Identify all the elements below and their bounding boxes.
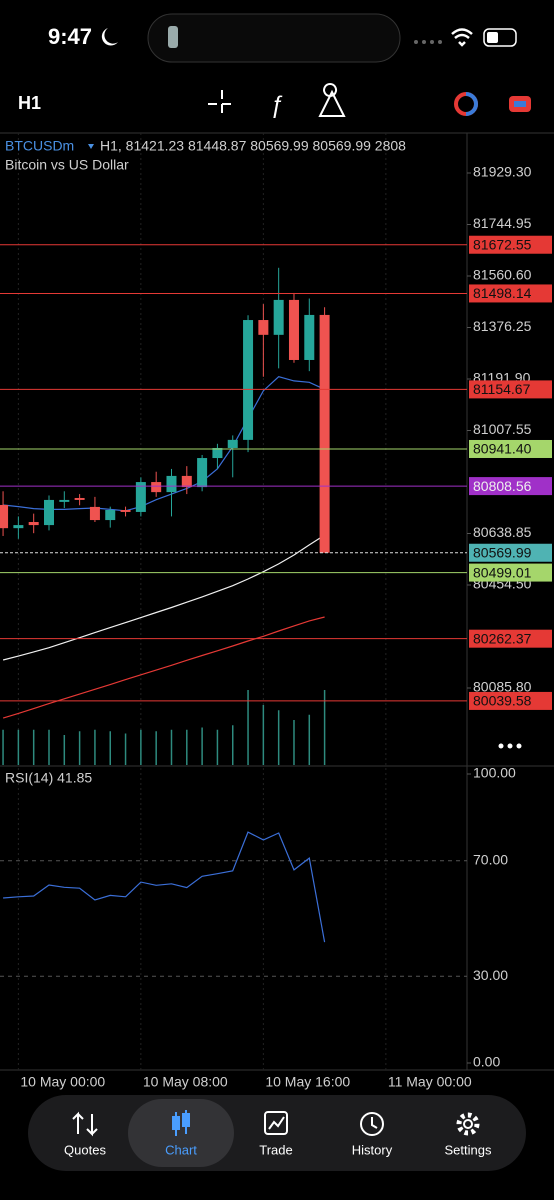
price-level-label: 80569.99 [473, 544, 532, 560]
tab-label[interactable]: History [352, 1142, 393, 1157]
x-tick-label: 10 May 08:00 [143, 1074, 228, 1090]
tab-label[interactable]: Trade [259, 1142, 292, 1157]
symbol-dropdown[interactable] [88, 144, 94, 149]
trade-tab-line [268, 1116, 285, 1130]
candle-body [59, 499, 70, 502]
battery-level [487, 32, 498, 43]
rsi-tick-label: 70.00 [473, 851, 508, 867]
trade-icon-half [465, 92, 478, 116]
y-tick-label: 81744.95 [473, 215, 532, 231]
y-tick-label: 81929.30 [473, 164, 532, 180]
candle-body [89, 506, 100, 521]
moon-icon [101, 28, 118, 46]
candle-body [135, 482, 146, 512]
price-level-tag [469, 284, 552, 303]
rsi-label: RSI(14) 41.85 [5, 770, 92, 786]
candle-body [151, 482, 162, 493]
candle-body [74, 497, 85, 500]
tab-label[interactable]: Quotes [64, 1142, 106, 1157]
candle-body [197, 458, 208, 488]
price-level-tag [469, 563, 552, 582]
rsi-tick-label: 100.00 [473, 765, 516, 781]
candle-body [120, 509, 131, 512]
rsi-tick-label: 0.00 [473, 1054, 500, 1070]
tab-label[interactable]: Chart [165, 1142, 197, 1157]
price-level-label: 80039.58 [473, 693, 532, 709]
more-button[interactable] [498, 743, 522, 749]
candle-body [105, 509, 116, 521]
x-tick-label: 10 May 00:00 [20, 1074, 105, 1090]
candle-body [212, 447, 223, 459]
candle-body [43, 499, 54, 526]
y-tick-label: 81376.25 [473, 318, 532, 334]
price-level-label: 80941.40 [473, 441, 532, 457]
timeframe[interactable]: H1 [18, 93, 41, 113]
candle-body [0, 504, 9, 529]
x-tick-label: 10 May 16:00 [265, 1074, 350, 1090]
settings-hub [463, 1119, 473, 1129]
wifi-icon [451, 28, 473, 47]
y-tick-label: 81007.55 [473, 421, 532, 437]
candle-body [181, 475, 192, 488]
price-level-label: 80808.56 [473, 478, 532, 494]
active-tab-bg [128, 1099, 234, 1167]
symbol[interactable]: BTCUSDm [5, 138, 74, 154]
oneclick-icon-inner [514, 101, 526, 107]
price-level-label: 81498.14 [473, 285, 532, 301]
tab-label[interactable]: Settings [445, 1142, 492, 1157]
trade-tab-icon [264, 1111, 288, 1135]
dynamic-island [147, 13, 401, 63]
candle-body [166, 475, 177, 493]
price-level-label: 81154.67 [473, 381, 531, 397]
tabs: Quotes Chart Trade History Settings [64, 1142, 492, 1157]
settings-icon [456, 1112, 480, 1136]
battery [483, 28, 517, 47]
rsi-tick-label: 30.00 [473, 967, 508, 983]
price-level-tag [469, 543, 552, 562]
moving-average [2, 534, 325, 661]
price-level-tag [469, 380, 552, 399]
clock: 9:47 [48, 24, 92, 49]
x-tick-label: 11 May 00:00 [388, 1074, 472, 1090]
y-tick-label: 80638.85 [473, 524, 532, 540]
island-icon [168, 26, 178, 48]
ohlc-info: H1, 81421.23 81448.87 80569.99 80569.99 … [100, 138, 406, 154]
price-level-tag [469, 439, 552, 458]
signal [414, 40, 442, 44]
candle-body [227, 439, 238, 448]
candle-body [288, 299, 299, 360]
y-tick-label: 81560.60 [473, 267, 532, 283]
candle-body [13, 525, 24, 529]
history-icon [360, 1112, 384, 1136]
indicator-icon[interactable]: ƒ [270, 91, 283, 118]
price-level-tag [469, 477, 552, 496]
price-level-label: 80262.37 [473, 630, 532, 646]
candle-body [319, 314, 330, 553]
crosshair-icon[interactable] [208, 90, 236, 118]
chart-icon [172, 1110, 190, 1136]
price-level-label: 80499.01 [473, 564, 532, 580]
plot: 81929.3081744.9581560.6081376.2581191.90… [0, 133, 552, 1090]
moving-average [3, 376, 325, 512]
price-level-tag [469, 691, 552, 710]
price-level-tag [469, 629, 552, 648]
candle-body [243, 320, 254, 440]
objects-icon[interactable] [318, 83, 346, 117]
candle-body [304, 314, 315, 360]
candle-body [273, 299, 284, 335]
candle-body [258, 320, 269, 335]
candle-body [28, 522, 39, 526]
quotes-icon [72, 1111, 98, 1137]
symbol-description: Bitcoin vs US Dollar [5, 157, 129, 173]
price-level-label: 81672.55 [473, 236, 532, 252]
history-hands [371, 1117, 378, 1129]
y-tick-label: 80085.80 [473, 679, 532, 695]
rsi-line [3, 831, 326, 943]
price-level-tag [469, 235, 552, 254]
